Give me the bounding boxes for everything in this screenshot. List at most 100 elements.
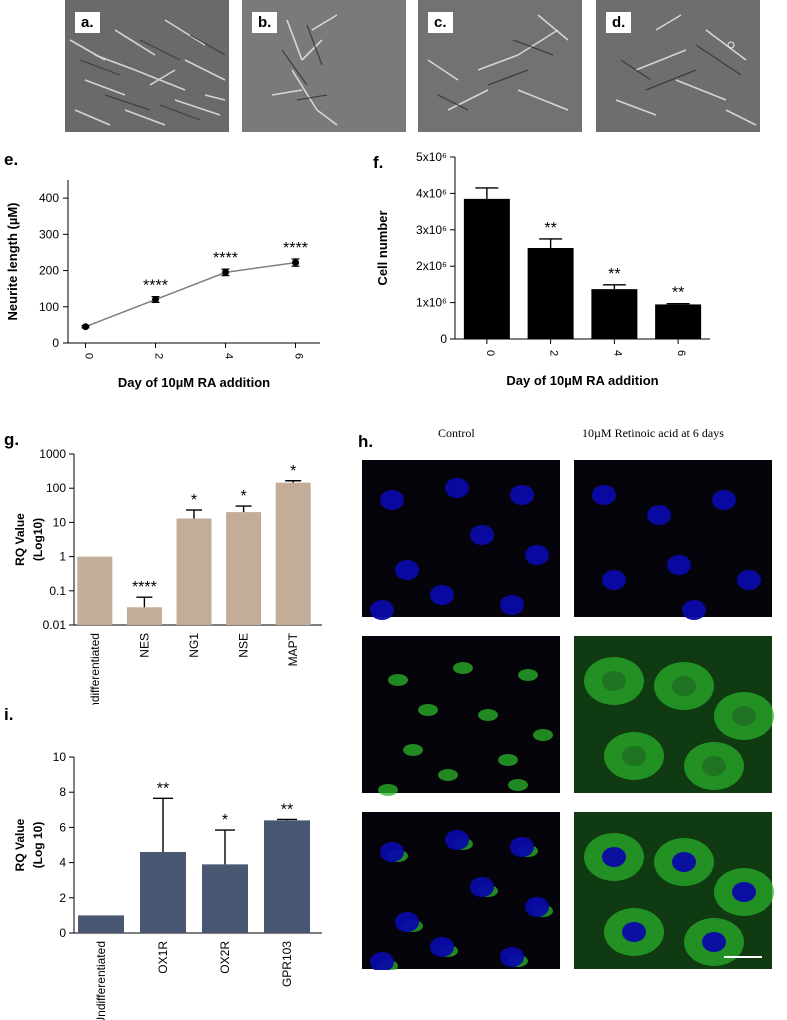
fluorescence-image: [574, 460, 772, 617]
nucleus-shadow: [602, 671, 626, 691]
col-label-ra: 10µM Retinoic acid at 6 days: [582, 426, 724, 440]
y-tick-label: 1: [59, 550, 66, 564]
y-tick-label: 0: [52, 336, 59, 350]
bar: [140, 852, 186, 933]
x-tick-label: 2: [548, 350, 560, 356]
series-line: [85, 261, 296, 328]
green-puncta: [533, 729, 553, 741]
x-axis-label: Day of 10µM RA addition: [118, 375, 270, 390]
y-tick-label: 100: [39, 300, 59, 314]
green-puncta: [478, 709, 498, 721]
green-puncta: [498, 754, 518, 766]
significance-label: **: [672, 285, 684, 302]
x-tick-label: 6: [293, 353, 305, 359]
bar: [463, 198, 510, 339]
chart-e: 0 100 200 300 400 0 2 4 6 **** **** **** Neurite len…: [5, 180, 320, 390]
panel-label-a: a.: [75, 12, 100, 33]
data-point: [292, 259, 299, 267]
y-tick-label: 2: [59, 891, 66, 905]
bar: [202, 864, 248, 933]
y-tick-label: 6: [59, 820, 66, 834]
x-tick-label: GPR103: [280, 941, 294, 987]
y-tick-label: 0: [59, 926, 66, 940]
nucleus: [370, 952, 394, 970]
green-puncta: [403, 744, 423, 756]
y-tick-label: 10: [53, 750, 67, 764]
fluorescence-grid: [362, 460, 774, 970]
micrograph-c: c.: [418, 0, 582, 132]
x-axis-label: Day of 10µM RA addition: [506, 373, 658, 388]
x-tick-label: NES: [137, 633, 151, 658]
nucleus: [647, 505, 671, 525]
bar: [78, 915, 124, 933]
y-tick-label: 200: [39, 264, 59, 278]
nucleus: [445, 478, 469, 498]
significance-label: **: [281, 801, 293, 818]
nucleus: [380, 842, 404, 862]
y-axis-label-unit: (Log10): [31, 518, 45, 561]
panel-label-d: d.: [606, 12, 632, 33]
y-axis-label: RQ Value: [13, 513, 27, 566]
nucleus: [592, 485, 616, 505]
significance-label: *: [240, 488, 246, 505]
y-axis-label-unit: (Log 10): [31, 822, 45, 869]
y-tick-label: 400: [39, 191, 59, 205]
nucleus: [672, 852, 696, 872]
nucleus: [370, 600, 394, 620]
nucleus: [395, 560, 419, 580]
nucleus: [500, 595, 524, 615]
nucleus: [712, 490, 736, 510]
nucleus: [667, 555, 691, 575]
x-tick-label: 0: [484, 350, 496, 356]
x-tick-label: 2: [153, 353, 165, 359]
nucleus: [470, 877, 494, 897]
significance-label: ****: [283, 240, 308, 257]
x-tick-label: 6: [675, 350, 687, 356]
bar: [527, 248, 574, 339]
bar: [264, 820, 310, 933]
y-tick-label: 4x10⁶: [416, 186, 447, 200]
y-axis-label: Cell number: [375, 210, 390, 285]
y-tick-label: 2x10⁶: [416, 259, 447, 273]
nucleus: [602, 847, 626, 867]
micrograph-b: b.: [242, 0, 406, 132]
data-point: [152, 296, 159, 304]
bar: [176, 518, 212, 625]
x-tick-label: MAPT: [286, 632, 300, 666]
nucleus: [380, 490, 404, 510]
green-puncta: [438, 769, 458, 781]
chart-g: 0.01 0.1 1 10 100 1000 Undifferentiated **** NES…: [13, 447, 322, 705]
nucleus: [395, 912, 419, 932]
nucleus: [510, 485, 534, 505]
green-puncta: [453, 662, 473, 674]
y-axis-label: RQ Value: [13, 818, 27, 871]
significance-label: **: [544, 220, 556, 237]
nucleus-shadow: [702, 756, 726, 776]
nucleus: [430, 937, 454, 957]
nucleus: [500, 947, 524, 967]
nucleus: [622, 922, 646, 942]
green-puncta: [418, 704, 438, 716]
panel-label-i: i.: [4, 705, 14, 724]
significance-label: *: [222, 812, 228, 829]
x-tick-label: OX2R: [218, 941, 232, 974]
bar: [655, 304, 702, 339]
y-axis-label: Neurite length (µM): [5, 203, 20, 321]
panel-label-b: b.: [252, 12, 278, 33]
x-tick-label: Undifferentiated: [94, 941, 108, 1020]
x-tick-label: 4: [611, 350, 623, 356]
panel-label-g: g.: [4, 430, 20, 449]
nucleus: [525, 545, 549, 565]
bar: [275, 482, 311, 625]
y-tick-label: 4: [59, 856, 66, 870]
y-tick-label: 1000: [39, 447, 66, 461]
nucleus: [525, 897, 549, 917]
x-tick-label: Undifferentiated: [88, 633, 102, 705]
bar: [226, 512, 262, 625]
panel-label-f: f.: [373, 153, 384, 172]
y-tick-label: 10: [53, 515, 67, 529]
data-point: [82, 323, 89, 331]
significance-label: **: [157, 780, 169, 797]
x-tick-label: NG1: [187, 633, 201, 658]
significance-label: *: [290, 463, 296, 480]
